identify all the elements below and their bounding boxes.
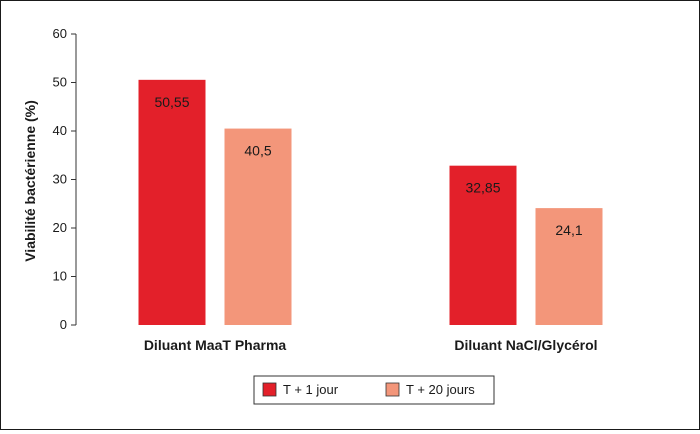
y-tick-label: 0 bbox=[60, 317, 67, 332]
category-label: Diluant MaaT Pharma bbox=[144, 337, 287, 353]
data-label: 50,55 bbox=[154, 94, 189, 110]
category-labels: Diluant MaaT Pharma Diluant NaCl/Glycérol bbox=[144, 337, 598, 353]
data-label: 40,5 bbox=[244, 143, 271, 159]
y-tick-label: 30 bbox=[53, 172, 67, 187]
bar-t20-jours bbox=[224, 128, 292, 325]
bar-t1-jour bbox=[449, 165, 517, 325]
data-label: 24,1 bbox=[555, 222, 582, 238]
legend-swatch bbox=[385, 382, 400, 397]
legend-swatch bbox=[262, 382, 277, 397]
bar-t1-jour bbox=[138, 79, 206, 326]
y-tick-label: 50 bbox=[53, 75, 67, 90]
y-axis: 0 10 20 30 40 50 60 bbox=[53, 26, 77, 332]
legend-label: T + 1 jour bbox=[283, 382, 339, 397]
legend: T + 1 jour T + 20 jours bbox=[253, 375, 495, 405]
category-label: Diluant NaCl/Glycérol bbox=[454, 337, 597, 353]
data-label: 32,85 bbox=[465, 180, 500, 196]
bar-t20-jours bbox=[535, 208, 603, 325]
y-tick-label: 20 bbox=[53, 220, 67, 235]
y-tick-label: 40 bbox=[53, 123, 67, 138]
y-tick-label: 10 bbox=[53, 269, 67, 284]
legend-box bbox=[253, 375, 495, 405]
bars: 50,55 40,5 32,85 24,1 bbox=[138, 79, 603, 326]
y-axis-label: Viabilité bactérienne (%) bbox=[22, 100, 38, 262]
legend-label: T + 20 jours bbox=[406, 382, 475, 397]
y-tick-label: 60 bbox=[53, 26, 67, 41]
